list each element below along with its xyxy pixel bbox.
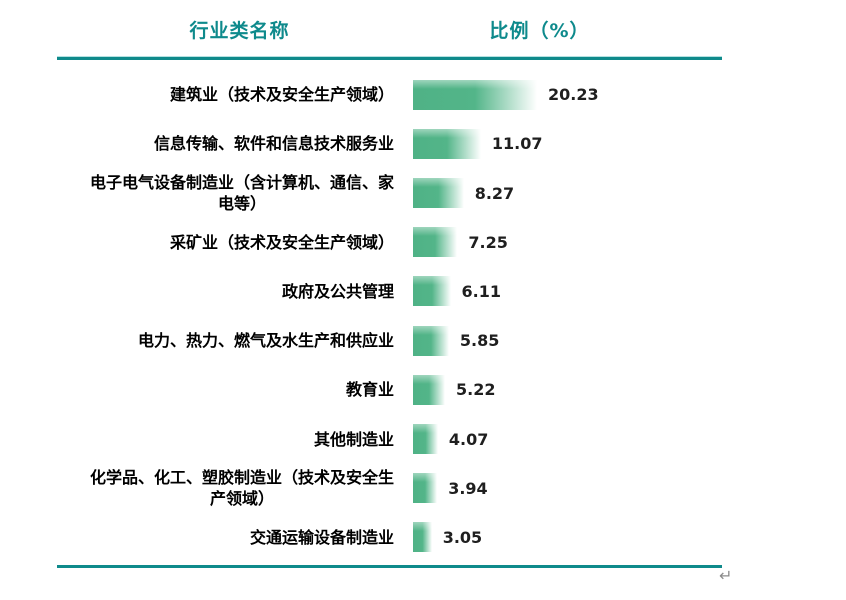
chart-row: 建筑业（技术及安全生产领域） 20.23	[57, 70, 722, 119]
chart-row: 教育业 5.22	[57, 365, 722, 414]
value-label: 8.27	[474, 183, 515, 203]
bar-cell: 4.07	[413, 424, 489, 455]
bar	[413, 79, 537, 110]
category-label-text: 教育业	[345, 380, 394, 400]
bar	[413, 473, 438, 504]
category-label-text: 其他制造业	[313, 429, 394, 449]
value-label: 20.23	[548, 85, 599, 105]
category-label-text: 信息传输、软件和信息技术服务业	[153, 134, 394, 154]
bar-cell: 7.25	[413, 227, 508, 258]
chart-row: 交通运输设备制造业 3.05	[57, 513, 722, 562]
bar-cell: 3.94	[413, 473, 488, 504]
paragraph-return-mark-icon: ↵	[719, 566, 733, 585]
category-label: 电力、热力、燃气及水生产和供应业	[57, 330, 394, 351]
category-label: 建筑业（技术及安全生产领域）	[57, 84, 394, 105]
category-label: 教育业	[57, 379, 394, 400]
category-label: 交通运输设备制造业	[57, 527, 394, 548]
category-label: 其他制造业	[57, 429, 394, 450]
chart-row: 政府及公共管理 6.11	[57, 267, 722, 316]
bar-cell: 8.27	[413, 178, 514, 208]
chart-row: 电子电气设备制造业（含计算机、通信、家 电等） 8.27	[57, 168, 722, 217]
chart-row: 采矿业（技术及安全生产领域） 7.25	[57, 218, 722, 267]
bar	[413, 325, 449, 356]
bar-cell: 20.23	[413, 79, 599, 110]
bar-cell: 3.05	[413, 522, 483, 553]
category-label: 采矿业（技术及安全生产领域）	[57, 232, 394, 253]
category-label: 电子电气设备制造业（含计算机、通信、家 电等）	[57, 172, 394, 214]
chart-row: 信息传输、软件和信息技术服务业 11.07	[57, 119, 722, 168]
value-label: 5.22	[456, 380, 496, 400]
category-label: 信息传输、软件和信息技术服务业	[57, 133, 394, 154]
value-label: 3.94	[448, 478, 488, 498]
bar	[413, 128, 481, 159]
category-label-text: 建筑业（技术及安全生产领域）	[169, 85, 394, 105]
category-label-text: 电力、热力、燃气及水生产和供应业	[137, 331, 394, 351]
bar	[413, 276, 451, 307]
bar	[413, 424, 438, 455]
bar-chart: 建筑业（技术及安全生产领域） 20.23 信息传输、软件和信息技术服务业 11.07 电…	[57, 70, 722, 562]
column-header-industry: 行业类名称	[189, 20, 290, 42]
category-label-text: 采矿业（技术及安全生产领域）	[169, 232, 394, 252]
bar-cell: 5.22	[413, 374, 496, 405]
bar	[413, 522, 432, 553]
bar	[413, 227, 458, 258]
value-label: 3.05	[442, 527, 483, 547]
chart-row: 电力、热力、燃气及水生产和供应业 5.85	[57, 316, 722, 365]
value-label: 11.07	[491, 134, 543, 154]
top-rule	[57, 57, 722, 60]
category-label-text: 电子电气设备制造业（含计算机、通信、家 电等）	[89, 173, 394, 213]
category-label-text: 政府及公共管理	[281, 281, 394, 301]
value-label: 7.25	[468, 232, 508, 252]
bar	[413, 178, 464, 208]
value-label: 6.11	[461, 281, 501, 301]
category-label-text: 交通运输设备制造业	[249, 527, 394, 547]
column-header-ratio: 比例（%）	[489, 20, 590, 42]
category-label-text: 化学品、化工、塑胶制造业（技术及安全生 产领域）	[89, 468, 394, 509]
bar-cell: 11.07	[413, 128, 543, 159]
category-label: 政府及公共管理	[57, 281, 394, 302]
bar-cell: 5.85	[413, 325, 500, 356]
category-label: 化学品、化工、塑胶制造业（技术及安全生 产领域）	[57, 467, 394, 509]
value-label: 5.85	[459, 331, 500, 351]
chart-row: 其他制造业 4.07	[57, 414, 722, 463]
bottom-rule	[57, 565, 722, 568]
chart-row: 化学品、化工、塑胶制造业（技术及安全生 产领域） 3.94	[57, 464, 722, 513]
value-label: 4.07	[448, 429, 489, 449]
bar-cell: 6.11	[413, 276, 501, 307]
bar	[413, 374, 445, 405]
